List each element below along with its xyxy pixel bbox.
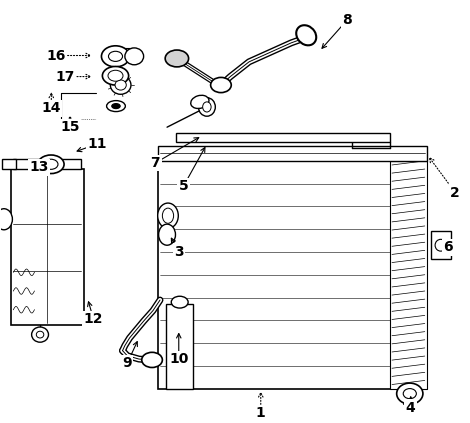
Text: 3: 3 xyxy=(174,244,184,258)
Ellipse shape xyxy=(44,159,58,169)
Text: 15: 15 xyxy=(60,120,80,134)
Bar xyxy=(176,133,390,142)
Ellipse shape xyxy=(38,155,64,173)
Bar xyxy=(109,48,134,59)
Text: 10: 10 xyxy=(169,352,188,366)
Ellipse shape xyxy=(112,104,120,109)
Bar xyxy=(157,146,427,161)
Ellipse shape xyxy=(397,383,423,404)
Ellipse shape xyxy=(102,46,130,67)
Text: 12: 12 xyxy=(84,312,103,326)
Bar xyxy=(166,304,193,389)
Ellipse shape xyxy=(157,203,178,228)
Text: 7: 7 xyxy=(150,156,160,170)
Ellipse shape xyxy=(435,239,446,251)
Ellipse shape xyxy=(102,66,129,85)
Text: 6: 6 xyxy=(443,240,453,254)
Ellipse shape xyxy=(165,50,188,67)
Text: 16: 16 xyxy=(47,49,66,63)
Text: 11: 11 xyxy=(87,137,107,151)
Ellipse shape xyxy=(211,77,231,93)
Text: 13: 13 xyxy=(30,160,49,174)
Bar xyxy=(390,161,427,389)
Text: 4: 4 xyxy=(406,401,415,415)
Ellipse shape xyxy=(107,101,125,112)
Bar xyxy=(1,159,16,169)
Text: 2: 2 xyxy=(450,186,460,200)
Ellipse shape xyxy=(158,224,175,245)
Ellipse shape xyxy=(110,76,131,94)
Ellipse shape xyxy=(162,208,173,223)
Bar xyxy=(431,231,451,259)
Text: 5: 5 xyxy=(179,179,188,193)
Ellipse shape xyxy=(296,25,316,45)
Ellipse shape xyxy=(125,48,144,65)
Ellipse shape xyxy=(115,80,126,90)
Bar xyxy=(13,159,81,169)
Ellipse shape xyxy=(203,102,211,112)
Bar xyxy=(157,161,427,389)
Ellipse shape xyxy=(198,98,215,116)
Ellipse shape xyxy=(108,70,123,81)
Bar xyxy=(11,169,84,325)
Ellipse shape xyxy=(0,209,12,230)
Text: 1: 1 xyxy=(256,406,266,420)
Text: 14: 14 xyxy=(41,101,61,115)
Ellipse shape xyxy=(109,51,123,61)
Ellipse shape xyxy=(403,389,416,399)
Text: 8: 8 xyxy=(343,13,352,27)
Ellipse shape xyxy=(191,95,209,108)
Ellipse shape xyxy=(36,331,44,338)
Text: 17: 17 xyxy=(55,70,75,84)
Text: 9: 9 xyxy=(122,356,132,370)
Ellipse shape xyxy=(142,352,162,368)
Ellipse shape xyxy=(171,296,188,308)
Ellipse shape xyxy=(31,327,48,342)
